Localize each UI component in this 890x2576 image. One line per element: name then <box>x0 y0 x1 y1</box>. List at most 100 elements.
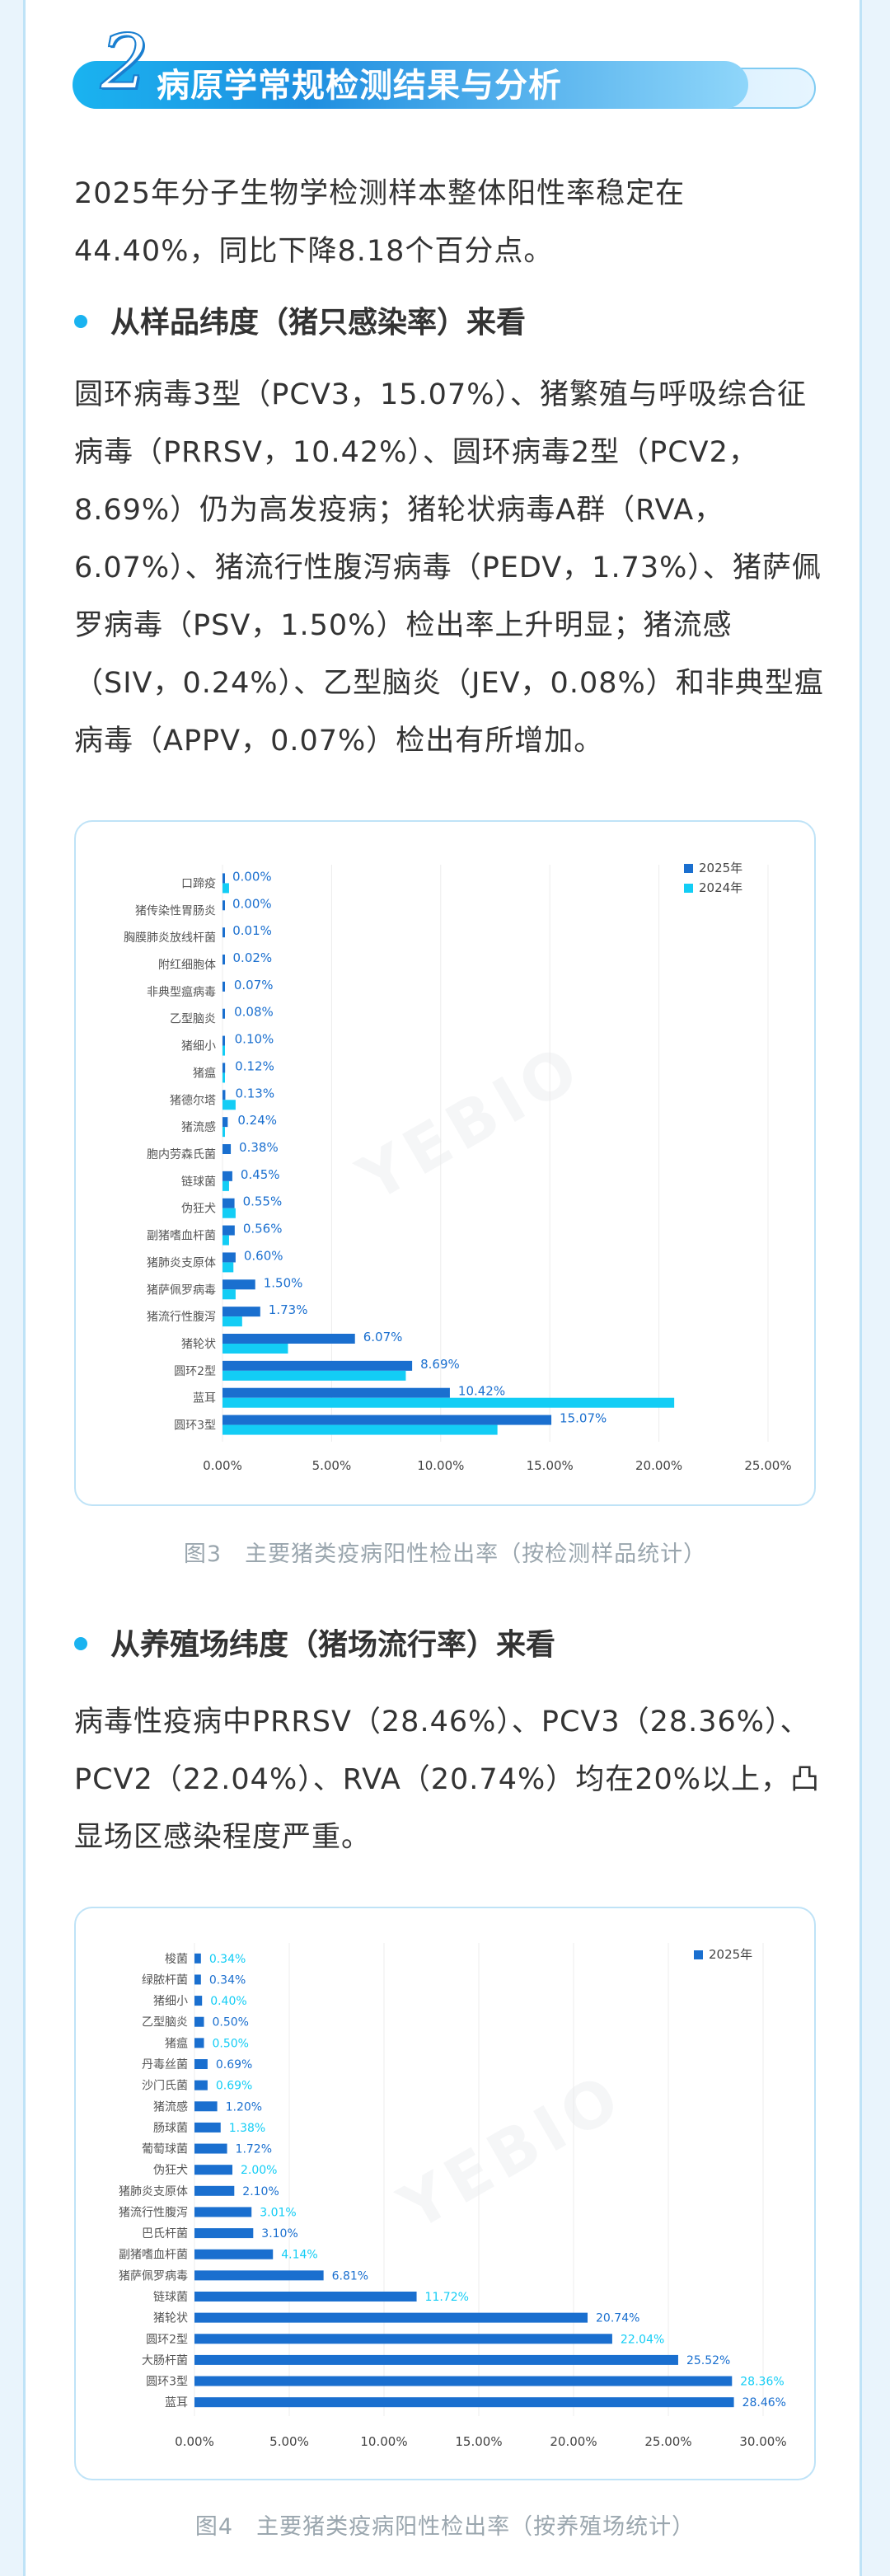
category-label: 梭菌 <box>165 1952 188 1966</box>
data-label: 0.34% <box>209 1973 246 1987</box>
x-tick-label: 15.00% <box>455 2434 502 2449</box>
data-label: 1.50% <box>264 1275 303 1290</box>
figure3-caption: 图3 主要猪类疫病阳性检出率（按检测样品统计） <box>183 1541 707 1567</box>
bar-2024 <box>222 1344 288 1354</box>
legend-swatch <box>684 864 693 873</box>
category-label: 猪瘟 <box>193 1066 216 1080</box>
section1-heading-text: 从样品纬度（猪只感染率）来看 <box>110 306 527 340</box>
data-label: 3.10% <box>261 2227 297 2241</box>
data-label: 10.42% <box>458 1384 505 1399</box>
bar-2025 <box>194 2059 208 2069</box>
bar-2025 <box>222 927 225 938</box>
bar-2024 <box>222 1424 498 1435</box>
bar-2025 <box>194 2270 324 2281</box>
chart-card-samples: YEBIO 0.00% 5.00% 10.00% 15.00% 20.00% 25.00%… <box>74 820 816 1506</box>
data-label: 1.38% <box>229 2122 265 2135</box>
data-label: 0.50% <box>213 2016 249 2029</box>
bar-2025 <box>194 1953 201 1964</box>
data-label: 2.00% <box>241 2164 277 2177</box>
bar-2025 <box>194 2038 204 2048</box>
chart-card-farms: YEBIO 0.00% 5.00% 10.00% 15.00% 20.00% 25.00%… <box>74 1907 816 2480</box>
bar-2025 <box>194 2185 235 2196</box>
category-label: 猪肺炎支原体 <box>119 2185 188 2198</box>
data-label: 20.74% <box>596 2312 639 2325</box>
data-label: 2.10% <box>242 2185 279 2198</box>
category-label: 非典型瘟病毒 <box>147 985 216 999</box>
category-label: 巴氏杆菌 <box>142 2227 188 2241</box>
data-label: 0.34% <box>209 1953 246 1966</box>
data-label: 1.20% <box>226 2100 262 2114</box>
bullet-dot-icon <box>74 315 87 328</box>
legend-swatch <box>684 884 693 893</box>
intro-paragraph: 2025年分子生物学检测样本整体阳性率稳定在44.40%，同比下降8.18个百分… <box>74 177 686 268</box>
data-label: 0.55% <box>243 1194 283 1209</box>
data-label: 1.72% <box>236 2143 272 2156</box>
bar-2025 <box>222 955 225 964</box>
category-label: 附红细胞体 <box>158 959 216 972</box>
category-label: 肠球菌 <box>153 2122 188 2135</box>
category-label: 猪流感 <box>153 2100 188 2114</box>
bar-2025 <box>222 1387 450 1398</box>
figure4-caption: 图4 主要猪类疫病阳性检出率（按养殖场统计） <box>194 2514 696 2540</box>
bar-2024 <box>222 1208 236 1218</box>
data-label: 1.73% <box>269 1302 308 1317</box>
legend-label: 2025年 <box>699 861 742 875</box>
x-tick-label: 0.00% <box>203 1458 242 1473</box>
category-label: 猪细小 <box>153 1995 188 2008</box>
bar-2025 <box>194 2122 221 2133</box>
category-label: 猪流感 <box>181 1120 216 1134</box>
category-label: 蓝耳 <box>165 2396 188 2409</box>
bar-2024 <box>222 1235 229 1246</box>
category-label: 伪狂犬 <box>153 2164 188 2177</box>
section-title: 病原学常规检测结果与分析 <box>157 67 562 105</box>
section2-heading-text: 从养殖场纬度（猪场流行率）来看 <box>110 1628 556 1662</box>
chart-farms: 0.00% 5.00% 10.00% 15.00% 20.00% 25.00% 30.00%… <box>119 1943 787 2449</box>
data-label: 0.10% <box>235 1032 274 1047</box>
bar-2024 <box>222 1370 406 1381</box>
data-label: 22.04% <box>621 2333 664 2346</box>
data-label: 6.07% <box>363 1330 403 1344</box>
category-label: 大肠杆菌 <box>142 2354 188 2367</box>
category-label: 沙门氏菌 <box>142 2080 188 2093</box>
section-header: 2 病原学常规检测结果与分析 <box>49 21 816 112</box>
bar-2024 <box>222 1100 236 1110</box>
section1-paragraph: 圆环病毒3型（PCV3，15.07%）、猪繁殖与呼吸综合征病毒（PRRSV，10… <box>74 378 824 758</box>
bar-2025 <box>222 873 225 884</box>
category-label: 乙型脑炎 <box>170 1013 216 1026</box>
bar-2025 <box>194 2101 218 2112</box>
data-label: 0.24% <box>237 1113 277 1128</box>
category-label: 猪肺炎支原体 <box>147 1256 216 1269</box>
bar-2025 <box>194 2397 734 2408</box>
data-label: 0.02% <box>233 950 273 965</box>
x-tick-label: 5.00% <box>312 1458 352 1473</box>
bar-2024 <box>222 1316 242 1327</box>
bar-2024 <box>222 1045 225 1056</box>
category-label: 圆环2型 <box>174 1365 216 1378</box>
category-label: 猪瘟 <box>165 2036 188 2050</box>
data-label: 8.69% <box>420 1357 460 1372</box>
category-label: 葡萄球菌 <box>142 2143 188 2156</box>
x-tick-label: 15.00% <box>527 1458 574 1473</box>
data-label: 0.50% <box>213 2037 249 2050</box>
bar-2025 <box>222 1279 255 1290</box>
x-tick-label: 25.00% <box>744 1458 791 1473</box>
bar-2024 <box>222 1397 675 1408</box>
bar-2025 <box>194 2354 678 2365</box>
bar-2025 <box>222 1063 226 1073</box>
data-label: 0.07% <box>234 978 274 992</box>
category-label: 乙型脑炎 <box>142 2016 188 2029</box>
category-label: 猪轮状 <box>181 1338 216 1351</box>
category-label: 猪流行性腹泻 <box>119 2205 188 2219</box>
data-label: 4.14% <box>281 2249 317 2262</box>
data-label: 28.46% <box>742 2396 786 2409</box>
category-label: 猪萨佩罗病毒 <box>119 2269 188 2283</box>
legend-label: 2024年 <box>699 880 742 895</box>
data-label: 0.08% <box>234 1005 274 1020</box>
bar-2025 <box>222 1198 235 1208</box>
data-label: 0.00% <box>232 896 272 911</box>
bar-2024 <box>222 883 229 894</box>
section-number: 2 <box>100 18 150 106</box>
bar-2025 <box>194 2292 417 2302</box>
data-label: 0.40% <box>210 1995 246 2008</box>
bar-2025 <box>194 2207 252 2217</box>
